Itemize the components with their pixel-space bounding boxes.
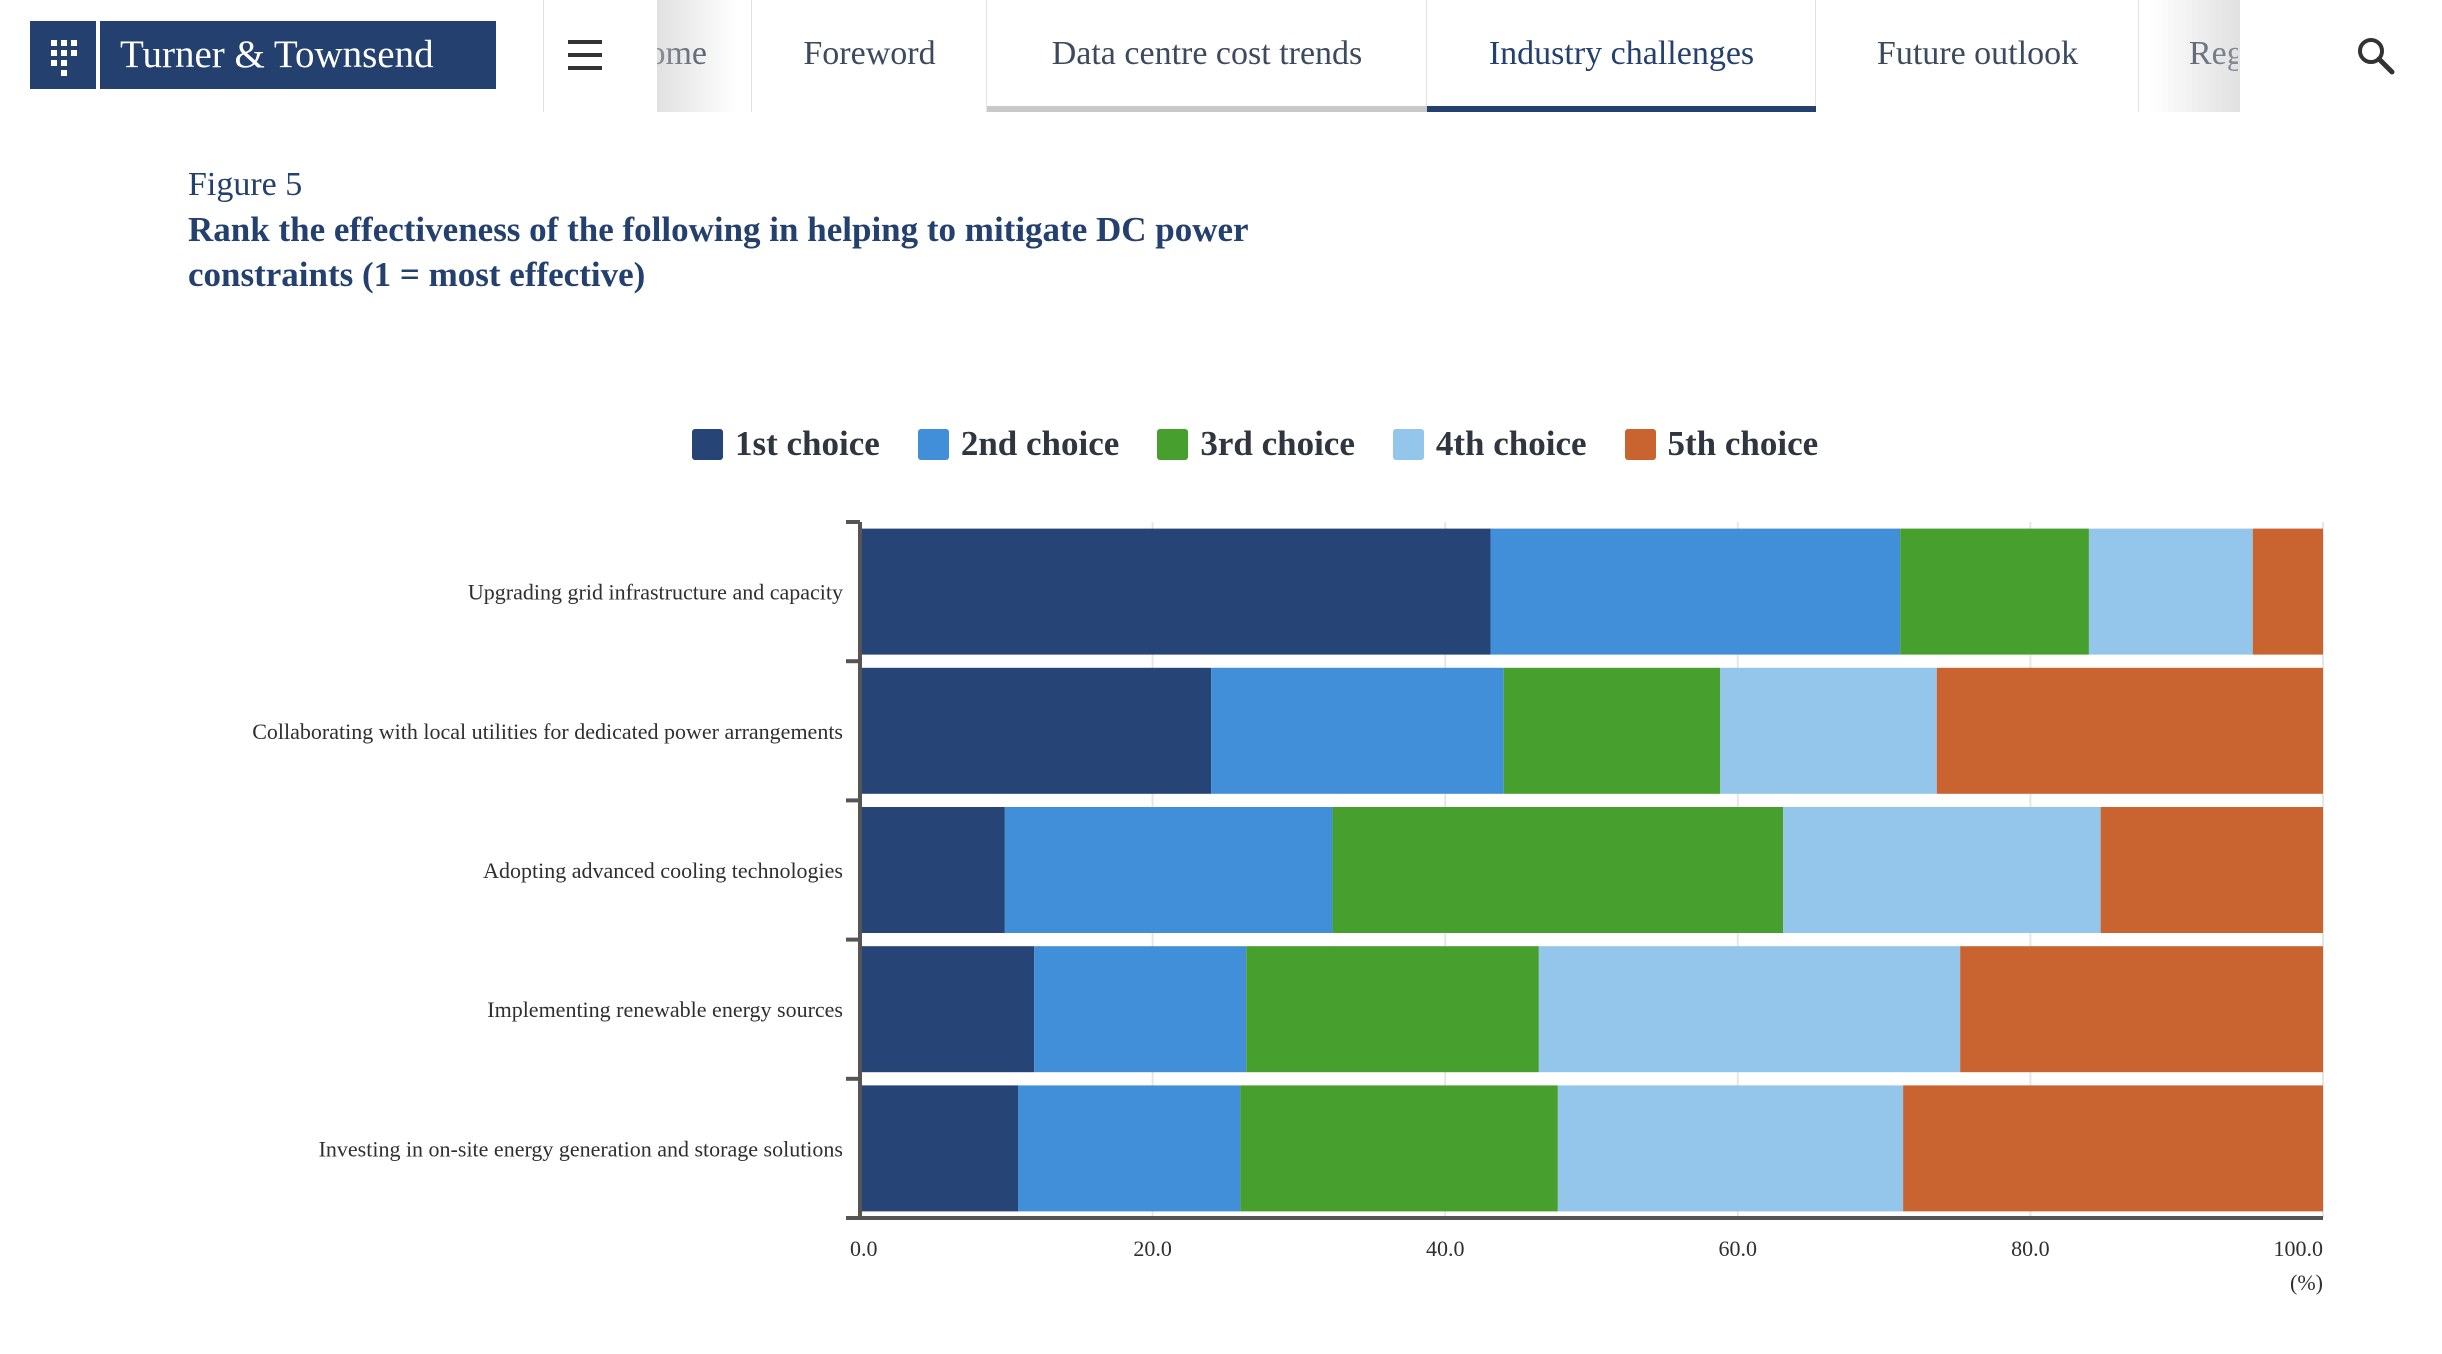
bar-segment bbox=[1018, 1085, 1241, 1212]
bar-segment bbox=[1538, 946, 1961, 1073]
logo-mark-icon bbox=[30, 21, 96, 89]
legend-item: 1st choice bbox=[692, 424, 880, 464]
bar-segment bbox=[860, 667, 1212, 794]
legend-swatch bbox=[917, 428, 949, 460]
bar-segment bbox=[860, 946, 1035, 1073]
bar-segment bbox=[1240, 1085, 1558, 1212]
bar-segment bbox=[1936, 667, 2323, 794]
bar-segment bbox=[1783, 807, 2101, 933]
bar-segment bbox=[1903, 1085, 2323, 1212]
x-tick-label: 20.0 bbox=[1133, 1236, 1172, 1261]
bar-segment bbox=[1503, 667, 1721, 794]
x-tick-label: 0.0 bbox=[850, 1236, 878, 1261]
figure-label: Figure 5 bbox=[188, 166, 303, 203]
x-tick-label: 100.0 bbox=[2274, 1236, 2324, 1261]
category-label: Collaborating with local utilities for d… bbox=[252, 719, 843, 744]
legend-label: 4th choice bbox=[1435, 424, 1587, 463]
legend-label: 1st choice bbox=[735, 424, 880, 463]
bar-segment bbox=[2088, 528, 2253, 655]
logo[interactable]: Turner & Townsend bbox=[30, 21, 496, 89]
nav-item-industry-challenges[interactable]: Industry challenges bbox=[1427, 0, 1816, 112]
legend-item: 3rd choice bbox=[1157, 424, 1355, 464]
bar-segment bbox=[860, 807, 1005, 933]
nav-item-data-centre-cost-trends[interactable]: Data centre cost trends bbox=[987, 0, 1427, 112]
category-label: Adopting advanced cooling technologies bbox=[483, 858, 843, 883]
bar-segment bbox=[2100, 807, 2323, 933]
bar-segment bbox=[1034, 946, 1247, 1073]
legend-item: 5th choice bbox=[1624, 424, 1819, 464]
bar-segment bbox=[1332, 807, 1784, 933]
legend-label: 2nd choice bbox=[960, 424, 1120, 463]
search-button[interactable] bbox=[2354, 34, 2398, 78]
search-icon bbox=[2358, 38, 2395, 75]
legend-label: 3rd choice bbox=[1200, 424, 1355, 463]
bar-segment bbox=[1557, 1085, 1904, 1212]
bar-segment bbox=[1211, 667, 1504, 794]
legend-label: 5th choice bbox=[1667, 424, 1819, 463]
x-tick-label: 80.0 bbox=[2011, 1236, 2050, 1261]
bar-segment bbox=[1490, 528, 1901, 655]
bar-segment bbox=[1004, 807, 1333, 933]
legend-swatch bbox=[1392, 428, 1424, 460]
legend-swatch bbox=[1157, 428, 1189, 460]
legend-swatch bbox=[1624, 428, 1656, 460]
legend-swatch bbox=[692, 428, 723, 460]
bar-segment bbox=[1960, 946, 2323, 1073]
legend-item: 2nd choice bbox=[917, 424, 1120, 464]
bar-segment bbox=[2252, 528, 2323, 655]
chart-legend: 1st choice 2nd choice 3rd choice 4th cho… bbox=[692, 424, 1856, 464]
x-tick-label: 40.0 bbox=[1426, 1236, 1465, 1261]
bar-segment bbox=[1900, 528, 2089, 655]
legend-item: 4th choice bbox=[1392, 424, 1587, 464]
figure-title: Rank the effectiveness of the following … bbox=[188, 210, 1248, 294]
logo-text: Turner & Townsend bbox=[100, 21, 496, 89]
nav-hover-underline bbox=[987, 106, 1427, 112]
category-label: Implementing renewable energy sources bbox=[487, 997, 843, 1022]
category-label: Investing in on-site energy generation a… bbox=[319, 1136, 843, 1161]
bar-segment bbox=[860, 1085, 1019, 1212]
nav-item-future-outlook[interactable]: Future outlook bbox=[1816, 0, 2139, 112]
bar-segment bbox=[860, 528, 1491, 655]
category-label: Upgrading grid infrastructure and capaci… bbox=[468, 580, 843, 605]
bar-segment bbox=[1720, 667, 1937, 794]
hamburger-menu-button[interactable] bbox=[566, 36, 606, 76]
header-divider bbox=[2238, 0, 2239, 112]
header-divider bbox=[543, 0, 544, 112]
nav-item-foreword[interactable]: Foreword bbox=[752, 0, 987, 112]
bar-segment bbox=[1246, 946, 1539, 1073]
nav-active-underline bbox=[1427, 106, 1816, 112]
x-tick-label: 60.0 bbox=[1719, 1236, 1758, 1261]
x-axis-unit: (%) bbox=[2290, 1270, 2323, 1295]
